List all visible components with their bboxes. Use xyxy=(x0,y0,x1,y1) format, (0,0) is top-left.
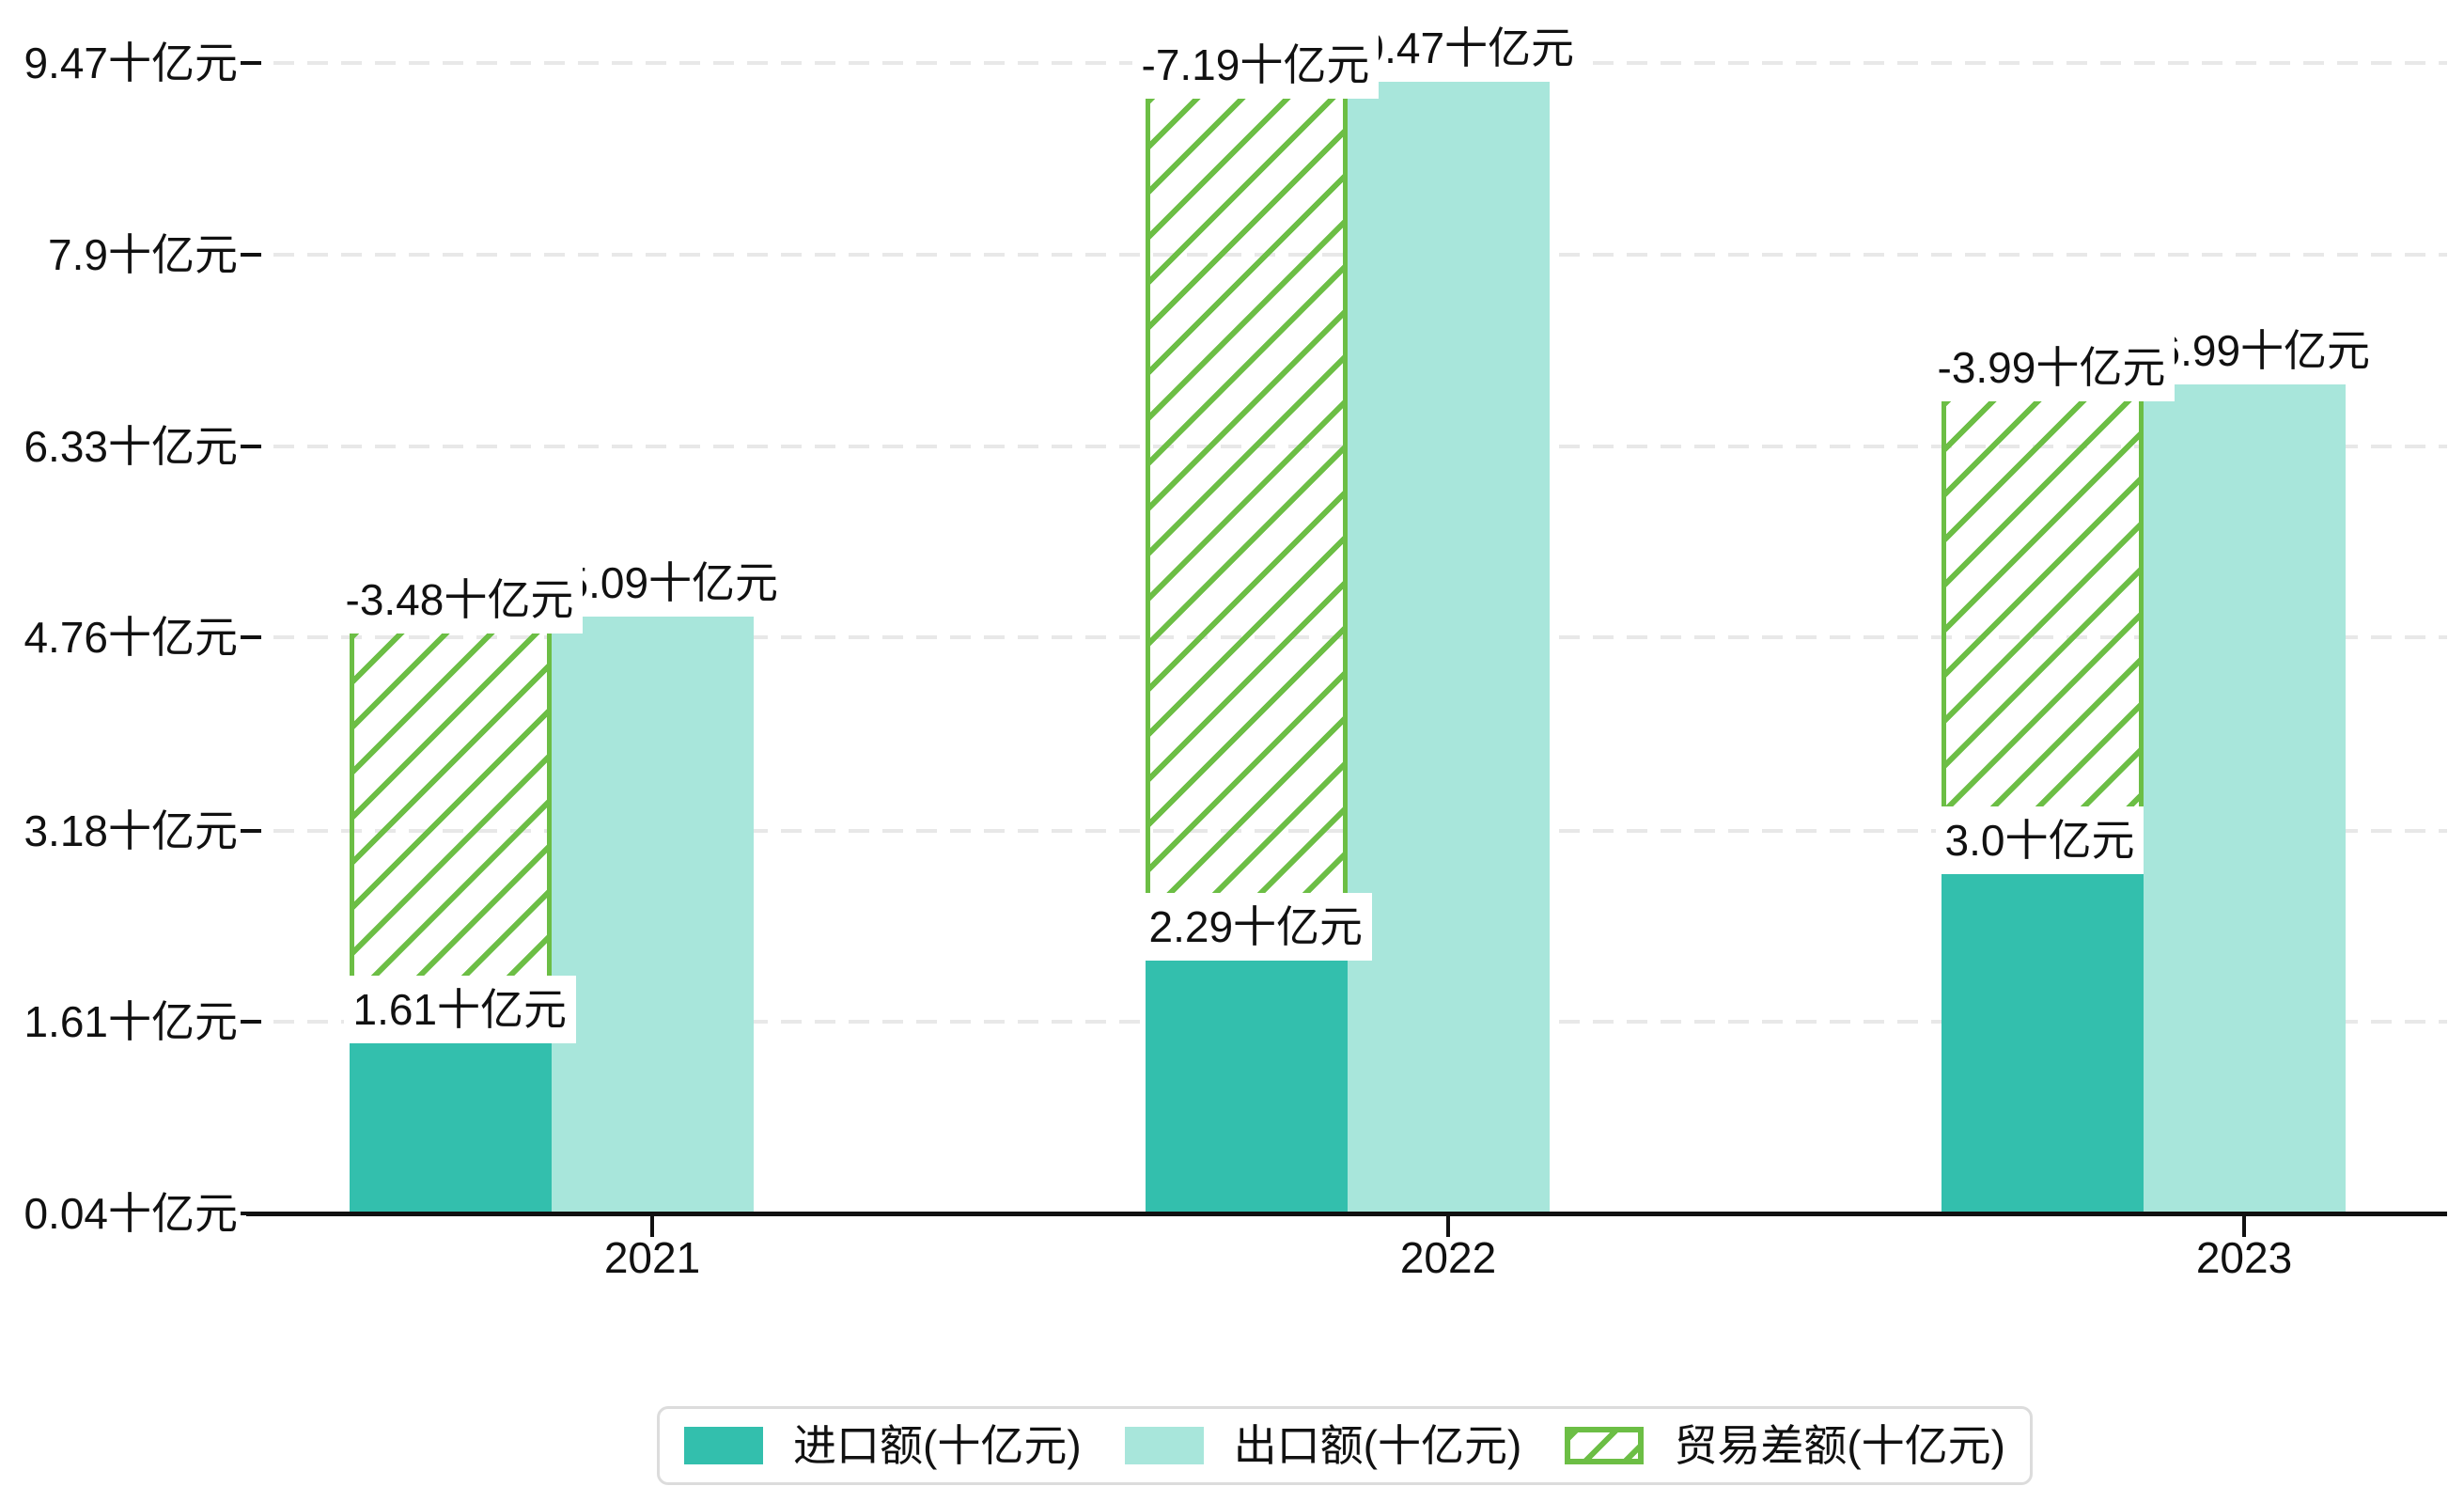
x-axis-category-label: 2022 xyxy=(1399,1233,1497,1282)
import-swatch xyxy=(684,1427,763,1464)
y-axis-tick-mark xyxy=(241,635,261,640)
export-bar xyxy=(551,615,754,1213)
legend-item-trade-balance: 贸易差额(十亿元) xyxy=(1565,1424,2005,1467)
x-axis-line xyxy=(246,1212,2447,1216)
y-axis-tick-mark xyxy=(241,253,261,257)
x-axis-tick-mark xyxy=(1446,1216,1450,1237)
trade-balance-bar xyxy=(1145,96,1348,957)
export-data-label: 6.99十亿元 xyxy=(2146,317,2380,385)
export-data-label: 9.47十亿元 xyxy=(1350,14,1584,83)
y-axis-tick-mark xyxy=(241,444,261,448)
import-data-label: 1.61十亿元 xyxy=(343,976,577,1044)
x-axis-category-label: 2021 xyxy=(603,1233,701,1282)
y-axis-tick-label: 4.76十亿元 xyxy=(23,613,238,663)
y-axis-tick-label: 3.18十亿元 xyxy=(23,806,238,855)
export-bar xyxy=(1347,81,1550,1213)
export-bar xyxy=(2143,383,2346,1213)
import-bar xyxy=(1941,869,2144,1213)
legend-item-export: 出口额(十亿元) xyxy=(1124,1421,1522,1470)
import-bar xyxy=(349,1040,552,1213)
y-axis-tick-label: 0.04十亿元 xyxy=(23,1189,238,1238)
export-swatch xyxy=(1124,1427,1204,1464)
trade-balance-swatch xyxy=(1565,1427,1645,1464)
trade-balance-data-label: -3.48十亿元 xyxy=(335,565,584,634)
trade-balance-bar xyxy=(349,630,552,1040)
trade-balance-data-label: -3.99十亿元 xyxy=(1927,334,2175,402)
y-axis-tick-mark xyxy=(241,828,261,833)
y-axis-tick-label: 1.61十亿元 xyxy=(23,997,238,1047)
x-axis-category-label: 2023 xyxy=(2195,1233,2293,1282)
legend-label-trade-balance: 贸易差额(十亿元) xyxy=(1674,1421,2005,1470)
trade-balance-bar xyxy=(1941,399,2144,870)
legend-label-import: 进口额(十亿元) xyxy=(793,1421,1082,1470)
import-data-label: 2.29十亿元 xyxy=(1139,893,1373,962)
x-axis-tick-mark xyxy=(650,1216,654,1237)
y-axis-tick-label: 6.33十亿元 xyxy=(23,421,238,471)
export-data-label: 5.09十亿元 xyxy=(554,548,788,617)
y-axis-tick-label: 7.9十亿元 xyxy=(48,230,238,279)
legend-label-export: 出口额(十亿元) xyxy=(1233,1421,1522,1470)
import-bar xyxy=(1145,957,1348,1213)
y-axis-tick-mark xyxy=(241,61,261,66)
trade-balance-data-label: -7.19十亿元 xyxy=(1131,31,1380,100)
x-axis-tick-mark xyxy=(2242,1216,2246,1237)
legend: 进口额(十亿元) 出口额(十亿元) 贸易差额(十亿元) xyxy=(657,1406,2033,1485)
legend-item-import: 进口额(十亿元) xyxy=(684,1424,1082,1467)
y-axis-tick-label: 9.47十亿元 xyxy=(23,39,238,88)
y-axis-tick-mark xyxy=(241,1020,261,1025)
import-data-label: 3.0十亿元 xyxy=(1935,806,2144,874)
